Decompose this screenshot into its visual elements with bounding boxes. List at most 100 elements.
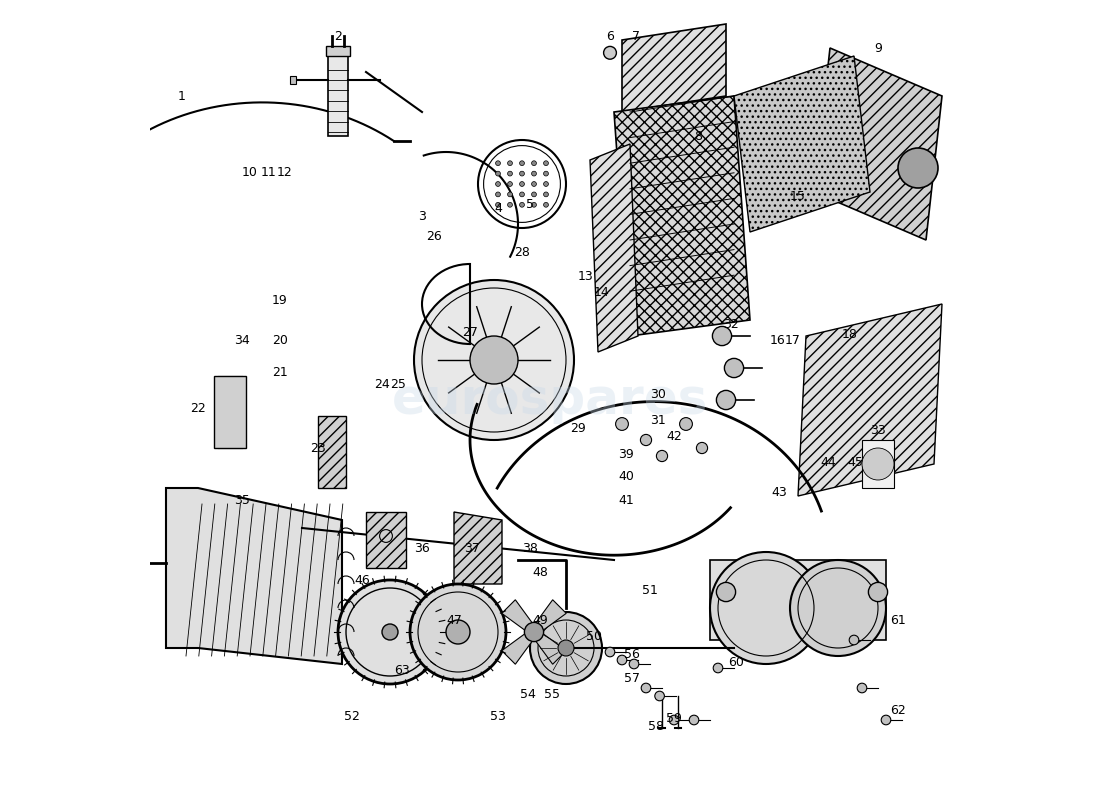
Text: 49: 49 xyxy=(532,614,548,626)
Text: 33: 33 xyxy=(870,424,886,437)
Circle shape xyxy=(849,635,859,645)
Circle shape xyxy=(414,280,574,440)
Text: 28: 28 xyxy=(514,246,530,258)
Text: 3: 3 xyxy=(418,210,426,222)
Text: 52: 52 xyxy=(343,710,360,722)
Polygon shape xyxy=(502,600,537,635)
Text: 55: 55 xyxy=(543,688,560,701)
Text: 51: 51 xyxy=(642,584,658,597)
Text: 20: 20 xyxy=(272,334,287,346)
Circle shape xyxy=(654,691,664,701)
Circle shape xyxy=(519,171,525,176)
Text: 45: 45 xyxy=(848,456,864,469)
Circle shape xyxy=(629,659,639,669)
Circle shape xyxy=(543,161,549,166)
Polygon shape xyxy=(614,96,750,336)
Text: 23: 23 xyxy=(310,442,326,454)
Circle shape xyxy=(881,715,891,725)
Text: 16: 16 xyxy=(770,334,785,346)
Text: 50: 50 xyxy=(586,630,602,642)
Polygon shape xyxy=(214,376,246,448)
Text: 35: 35 xyxy=(234,494,250,506)
Polygon shape xyxy=(289,76,296,84)
Polygon shape xyxy=(798,304,942,496)
Text: 5: 5 xyxy=(526,198,534,210)
Polygon shape xyxy=(710,560,886,640)
Circle shape xyxy=(710,552,822,664)
Text: 56: 56 xyxy=(624,648,639,661)
Text: 6: 6 xyxy=(606,30,614,42)
Circle shape xyxy=(558,640,574,656)
Polygon shape xyxy=(814,48,942,240)
Circle shape xyxy=(543,182,549,186)
Circle shape xyxy=(470,336,518,384)
Text: 4: 4 xyxy=(494,202,502,214)
Text: 9: 9 xyxy=(874,42,882,54)
Polygon shape xyxy=(318,416,346,488)
Text: 19: 19 xyxy=(272,294,287,306)
Circle shape xyxy=(531,161,537,166)
Circle shape xyxy=(519,182,525,186)
Circle shape xyxy=(680,418,692,430)
Polygon shape xyxy=(366,512,406,568)
Text: 1: 1 xyxy=(178,90,186,102)
Circle shape xyxy=(507,171,513,176)
Text: 26: 26 xyxy=(426,230,442,242)
Text: 36: 36 xyxy=(414,542,430,554)
Circle shape xyxy=(530,612,602,684)
Circle shape xyxy=(713,663,723,673)
Circle shape xyxy=(605,647,615,657)
Circle shape xyxy=(496,161,500,166)
Text: 29: 29 xyxy=(570,422,586,434)
Circle shape xyxy=(898,148,938,188)
Text: 17: 17 xyxy=(784,334,801,346)
Bar xyxy=(118,557,138,570)
Polygon shape xyxy=(502,629,537,664)
Circle shape xyxy=(857,683,867,693)
Circle shape xyxy=(507,182,513,186)
Circle shape xyxy=(790,560,886,656)
Circle shape xyxy=(519,192,525,197)
Circle shape xyxy=(725,358,744,378)
Text: 15: 15 xyxy=(790,190,806,202)
Text: 63: 63 xyxy=(394,664,410,677)
Text: 59: 59 xyxy=(667,712,682,725)
Polygon shape xyxy=(862,440,894,488)
Circle shape xyxy=(716,582,736,602)
Text: 18: 18 xyxy=(843,328,858,341)
Text: 39: 39 xyxy=(618,448,634,461)
Circle shape xyxy=(507,192,513,197)
Text: 13: 13 xyxy=(579,270,594,282)
Circle shape xyxy=(690,715,698,725)
Circle shape xyxy=(496,202,500,207)
Text: 31: 31 xyxy=(650,414,666,426)
Circle shape xyxy=(543,202,549,207)
Text: 40: 40 xyxy=(618,470,634,482)
Circle shape xyxy=(657,450,668,462)
Text: eurospares: eurospares xyxy=(392,376,708,424)
Circle shape xyxy=(868,582,888,602)
Circle shape xyxy=(519,202,525,207)
Polygon shape xyxy=(531,600,566,635)
Circle shape xyxy=(531,182,537,186)
Text: 30: 30 xyxy=(650,388,666,401)
Circle shape xyxy=(496,192,500,197)
Polygon shape xyxy=(621,24,726,112)
Text: 32: 32 xyxy=(723,318,739,330)
Circle shape xyxy=(543,192,549,197)
Circle shape xyxy=(410,584,506,680)
Text: 12: 12 xyxy=(276,166,293,178)
Text: 37: 37 xyxy=(464,542,480,554)
Circle shape xyxy=(531,192,537,197)
Circle shape xyxy=(525,622,543,642)
Text: 46: 46 xyxy=(354,574,370,586)
Text: 58: 58 xyxy=(648,720,663,733)
Circle shape xyxy=(531,171,537,176)
Circle shape xyxy=(641,683,651,693)
Text: 14: 14 xyxy=(594,286,609,298)
Circle shape xyxy=(519,161,525,166)
Text: 41: 41 xyxy=(618,494,634,506)
Circle shape xyxy=(696,442,707,454)
Text: 54: 54 xyxy=(519,688,536,701)
Text: 7: 7 xyxy=(632,30,640,42)
